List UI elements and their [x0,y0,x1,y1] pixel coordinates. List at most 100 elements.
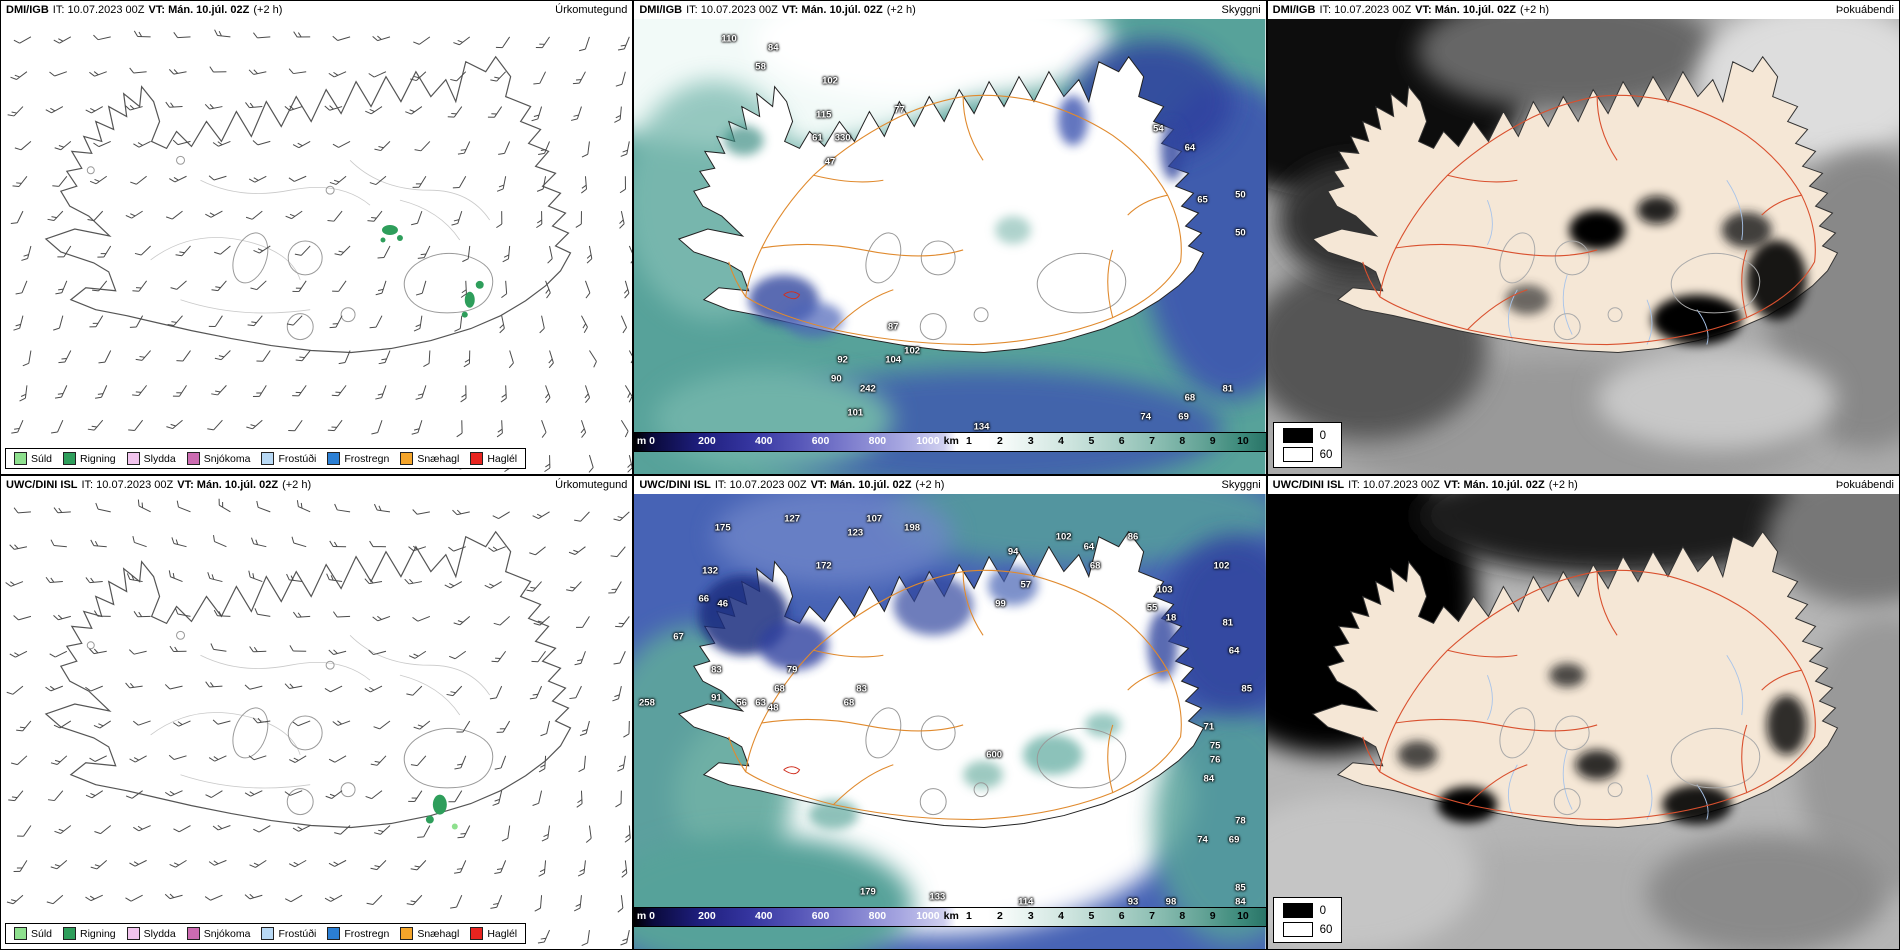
lead-time: (+2 h) [886,4,916,16]
panel-title: Úrkomutegund [555,4,628,16]
colorbar-tick: 200 [698,435,716,447]
legend-swatch [63,927,77,940]
legend-swatch [261,927,275,940]
fog-indicator-map [1267,1,1899,474]
panel-header: UWC/DINI ISL IT: 10.07.2023 00Z VT: Mán. 1… [634,476,1266,494]
colorbar-tick: 9 [1209,435,1216,447]
legend-swatch-white [1282,922,1313,937]
legend-label: Frostúði [278,927,317,940]
legend-label: Rigning [80,452,116,465]
legend-swatch [327,452,341,465]
colorbar-tick: 200 [698,910,716,922]
legend-item: 60 [1282,922,1332,937]
precip-type-map [1,1,633,474]
panel-title: Úrkomutegund [555,479,628,491]
panel-uwc-fog-indicator: UWC/DINI ISL IT: 10.07.2023 00Z VT: Mán. 1… [1266,475,1900,950]
legend-item: Frostregn [327,452,389,465]
legend-label: Frostregn [344,452,390,465]
colorbar-tick: 4 [1058,910,1065,922]
colorbar-tick: 800 [868,435,887,447]
legend-swatch [261,452,275,465]
legend-item: Haglél [470,452,517,465]
legend-label: Frostúði [278,452,317,465]
visibility-map [634,476,1266,949]
legend-item: Haglél [470,927,517,940]
valid-time: VT: Mán. 10.júl. 02Z [1415,4,1517,16]
legend-item: Frostregn [327,927,389,940]
colorbar-tick: 2 [996,435,1003,447]
lead-time: (+2 h) [915,479,945,491]
legend-label: 60 [1319,448,1333,461]
colorbar-tick: 6 [1118,910,1125,922]
legend-label: Snjókoma [203,452,251,465]
legend-swatch [400,452,414,465]
panel-header: DMI/IGB IT: 10.07.2023 00Z VT: Mán. 10.júl… [634,1,1266,19]
legend-item: Rigning [63,452,116,465]
legend-item: 60 [1282,447,1333,462]
colorbar-tick: 9 [1209,910,1216,922]
colorbar-tick: 1 [966,910,972,922]
colorbar-tick: 7 [1149,435,1155,447]
legend-item: 0 [1282,428,1333,443]
colorbar-tick: 5 [1088,435,1095,447]
panel-uwc-visibility: 175 127 107 123 198 132 172 94 102 64 86 68 102 66 46 5… [633,475,1267,950]
panel-title: Skyggni [1221,4,1261,16]
legend-item: Súld [14,927,52,940]
colorbar-tick: 10 [1237,910,1249,922]
lead-time: (+2 h) [1520,4,1550,16]
valid-time: VT: Mán. 10.júl. 02Z [781,4,883,16]
city-boundary [783,766,801,775]
legend-item: Snjókoma [186,452,251,465]
model-name: DMI/IGB [6,4,49,16]
legend-swatch-black [1282,903,1313,918]
precip-type-legend: Súld Rigning Slydda Snjókoma Frostúði Fr… [5,448,527,469]
legend-item: 0 [1282,903,1333,918]
legend-swatch [327,927,341,940]
visibility-colorbar: m 0 200 400 600 800 1000 km 1 2 3 4 5 6 7 8 9 10 [634,432,1266,452]
panel-title: Skyggni [1221,479,1261,491]
precip-type-legend: Súld Rigning Slydda Snjókoma Frostúði Fr… [5,923,527,944]
init-time: IT: 10.07.2023 00Z [686,4,778,16]
run-info: DMI/IGB IT: 10.07.2023 00Z VT: Mán. 10.júl… [639,4,919,16]
init-time: IT: 10.07.2023 00Z [1348,479,1440,491]
colorbar-tick: m [636,910,647,922]
legend-label: Slydda [143,452,176,465]
legend-item: Frostúði [261,452,316,465]
valid-time: VT: Mán. 10.júl. 02Z [810,479,912,491]
colorbar-tick: 600 [811,910,830,922]
colorbar-tick: 3 [1027,910,1034,922]
legend-swatch [14,452,27,465]
legend-swatch [470,452,484,465]
colorbar-tick: 3 [1027,435,1034,447]
colorbar-tick: 4 [1058,435,1065,447]
panel-dmi-fog-indicator: DMI/IGB IT: 10.07.2023 00Z VT: Mán. 10.júl… [1266,0,1900,475]
init-time: IT: 10.07.2023 00Z [81,479,174,491]
model-name: UWC/DINI ISL [639,479,711,491]
legend-swatch [14,927,27,940]
colorbar-tick: km [943,910,959,922]
precip-type-map [1,476,633,949]
colorbar-tick: 1000 [916,435,940,447]
run-info: DMI/IGB IT: 10.07.2023 00Z VT: Mán. 10.júl… [1273,4,1553,16]
valid-time: VT: Mán. 10.júl. 02Z [177,479,279,491]
legend-swatch [63,452,77,465]
colorbar-tick: 800 [868,910,887,922]
legend-item: Snæhagl [400,452,459,465]
colorbar-tick: 600 [811,435,830,447]
legend-item: Frostúði [261,927,316,940]
legend-item: Rigning [63,927,116,940]
run-info: UWC/DINI ISL IT: 10.07.2023 00Z VT: Mán. 1… [639,479,948,491]
valid-time: VT: Mán. 10.júl. 02Z [148,4,250,16]
panel-title: Þokuábendi [1835,4,1894,16]
legend-label: Súld [31,927,53,940]
colorbar-tick: 2 [996,910,1003,922]
init-time: IT: 10.07.2023 00Z [714,479,807,491]
wind-barbs [5,498,631,947]
run-info: UWC/DINI ISL IT: 10.07.2023 00Z VT: Mán. 1… [1273,479,1582,491]
colorbar-tick: 0 [649,435,655,447]
panel-title: Þokuábendi [1835,479,1894,491]
colorbar-tick: 400 [754,910,773,922]
colorbar-tick: 7 [1149,910,1155,922]
model-name: DMI/IGB [1272,4,1316,16]
